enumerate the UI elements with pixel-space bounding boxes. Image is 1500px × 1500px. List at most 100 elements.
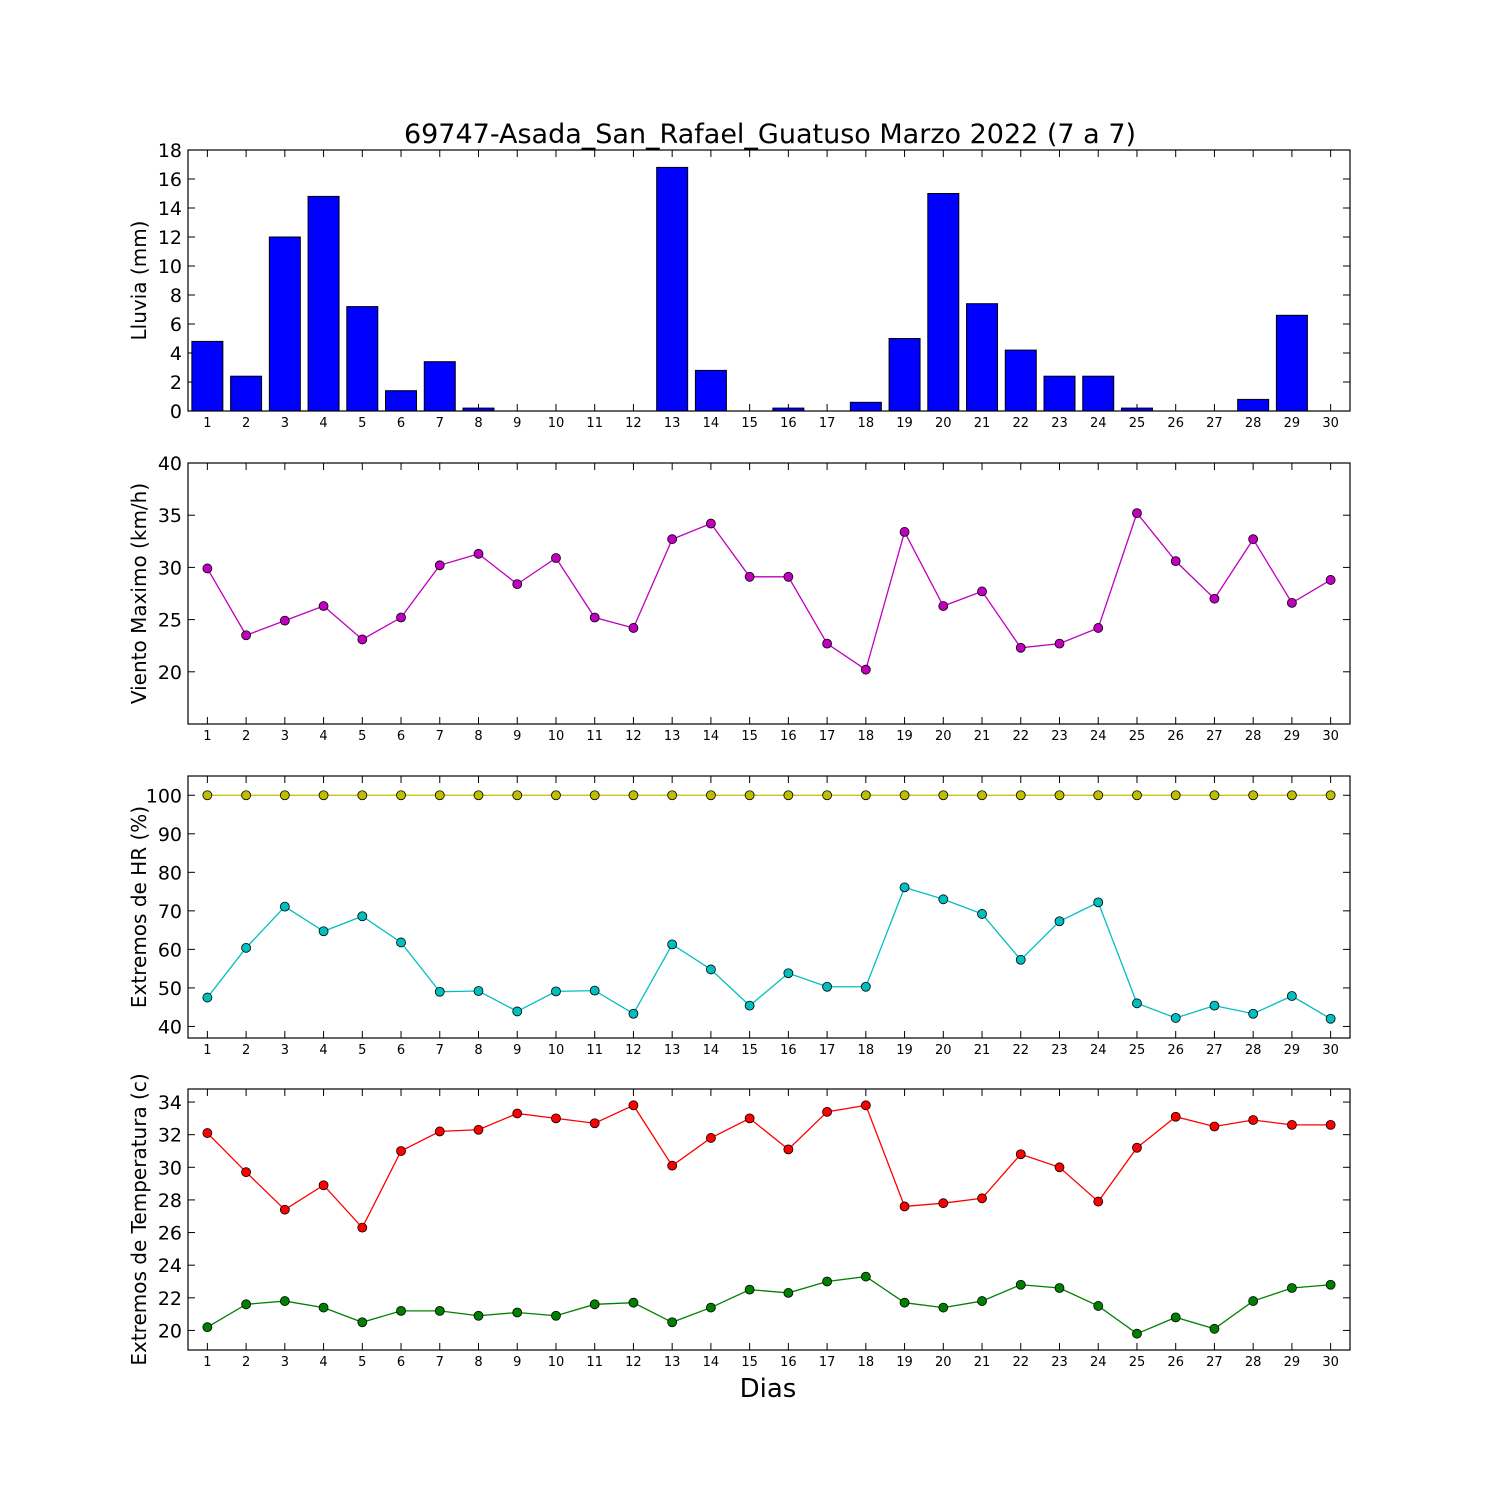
point-series-2-day-3 [279, 1296, 290, 1306]
point-series-1-day-14 [706, 790, 716, 801]
x-tick-label: 18 [858, 1355, 875, 1370]
x-tick-label: 1 [203, 1043, 211, 1058]
point-series-2-day-6 [396, 1305, 406, 1316]
x-tick-label: 16 [780, 416, 797, 431]
point-series-1-day-1 [202, 790, 213, 801]
x-tick-label: 17 [819, 416, 836, 431]
point-series-1-day-5 [357, 634, 368, 645]
series-line-1 [206, 1104, 1331, 1229]
x-tick-label: 26 [1167, 416, 1184, 431]
y-tick-label: 20 [158, 1320, 182, 1342]
point-series-1-day-29 [1287, 790, 1297, 801]
x-tick-label: 14 [703, 729, 720, 744]
point-series-1-day-13 [667, 1160, 678, 1171]
x-tick-label: 23 [1051, 1355, 1068, 1370]
x-tick-label: 9 [513, 416, 521, 431]
point-series-2-day-27 [1209, 1000, 1220, 1011]
point-series-1-day-14 [706, 1133, 716, 1143]
point-series-2-day-19 [899, 1297, 910, 1308]
x-tick-label: 6 [397, 1043, 405, 1058]
point-series-1-day-9 [512, 790, 523, 801]
x-tick-label: 22 [1012, 1043, 1029, 1058]
point-series-1-day-28 [1248, 534, 1259, 545]
point-series-2-day-7 [434, 986, 445, 997]
x-tick-label: 3 [281, 729, 289, 744]
y-tick-label: 10 [158, 256, 182, 278]
x-tick-label: 14 [703, 1355, 720, 1370]
point-series-1-day-29 [1287, 597, 1297, 608]
x-tick-label: 13 [664, 416, 681, 431]
point-series-1-day-23 [1054, 638, 1065, 649]
x-tick-label: 12 [625, 416, 642, 431]
bar-day-19 [888, 338, 921, 412]
y-tick-label: 100 [146, 785, 182, 807]
x-tick-label: 12 [625, 1043, 642, 1058]
point-series-2-day-23 [1054, 916, 1065, 927]
point-series-2-day-27 [1209, 1323, 1220, 1334]
y-tick-label: 14 [158, 198, 182, 220]
point-series-1-day-11 [589, 790, 600, 801]
x-tick-label: 24 [1090, 1043, 1107, 1058]
point-series-1-day-17 [822, 1106, 832, 1117]
y-axis-label: Extremos de HR (%) [127, 806, 151, 1008]
x-tick-label: 16 [780, 1043, 797, 1058]
point-series-2-day-25 [1132, 998, 1142, 1009]
x-tick-label: 19 [896, 1043, 913, 1058]
y-tick-label: 34 [158, 1092, 182, 1114]
point-series-2-day-17 [822, 981, 832, 992]
x-tick-label: 9 [513, 1355, 521, 1370]
point-series-2-day-16 [783, 968, 794, 979]
point-series-1-day-30 [1325, 1119, 1336, 1130]
point-series-1-day-16 [783, 790, 794, 801]
x-tick-label: 28 [1245, 416, 1262, 431]
x-tick-label: 3 [281, 1355, 289, 1370]
y-tick-label: 28 [158, 1190, 182, 1212]
figure-title: 69747-Asada_San_Rafael_Guatuso Marzo 202… [404, 119, 1136, 150]
y-tick-label: 30 [158, 557, 182, 579]
point-series-2-day-19 [899, 882, 910, 893]
x-tick-label: 22 [1012, 1355, 1029, 1370]
point-series-1-day-2 [241, 630, 252, 641]
point-series-1-day-23 [1054, 790, 1065, 801]
x-tick-label: 3 [281, 416, 289, 431]
point-series-2-day-26 [1170, 1013, 1181, 1023]
point-series-1-day-25 [1132, 1142, 1142, 1153]
point-series-2-day-1 [202, 992, 213, 1003]
x-tick-label: 10 [548, 416, 565, 431]
x-tick-label: 29 [1284, 1355, 1301, 1370]
point-series-1-day-2 [241, 790, 252, 801]
x-tick-label: 25 [1129, 1355, 1146, 1370]
point-series-1-day-4 [318, 601, 329, 611]
y-axis-label: Extremos de Temperatura (c) [127, 1073, 151, 1365]
point-series-2-day-18 [860, 1271, 871, 1282]
x-tick-label: 14 [703, 416, 720, 431]
x-tick-label: 22 [1012, 416, 1029, 431]
x-tick-label: 11 [586, 1043, 603, 1058]
x-tick-label: 18 [858, 729, 875, 744]
point-series-1-day-21 [977, 1193, 987, 1204]
point-series-1-day-14 [706, 518, 716, 529]
point-series-1-day-18 [860, 664, 871, 675]
x-tick-label: 28 [1245, 729, 1262, 744]
point-series-2-day-22 [1015, 954, 1026, 965]
point-series-1-day-22 [1015, 642, 1026, 653]
point-series-1-day-27 [1209, 593, 1220, 604]
x-tick-label: 30 [1322, 729, 1339, 744]
bar-day-3 [268, 236, 301, 412]
panel-4: Extremos de Temperatura (c) 2022242628303… [127, 1073, 1351, 1370]
point-series-2-day-3 [279, 901, 290, 912]
bar-day-2 [230, 375, 263, 412]
y-axis-label: Lluvia (mm) [127, 221, 151, 341]
x-tick-label: 3 [281, 1043, 289, 1058]
point-series-1-day-3 [279, 615, 290, 626]
x-tick-label: 5 [358, 729, 366, 744]
point-series-1-day-13 [667, 534, 678, 545]
point-series-1-day-1 [202, 563, 213, 574]
x-tick-label: 17 [819, 1355, 836, 1370]
x-tick-label: 15 [741, 729, 758, 744]
x-tick-label: 22 [1012, 729, 1029, 744]
point-series-1-day-27 [1209, 790, 1220, 801]
x-tick-label: 23 [1051, 416, 1068, 431]
